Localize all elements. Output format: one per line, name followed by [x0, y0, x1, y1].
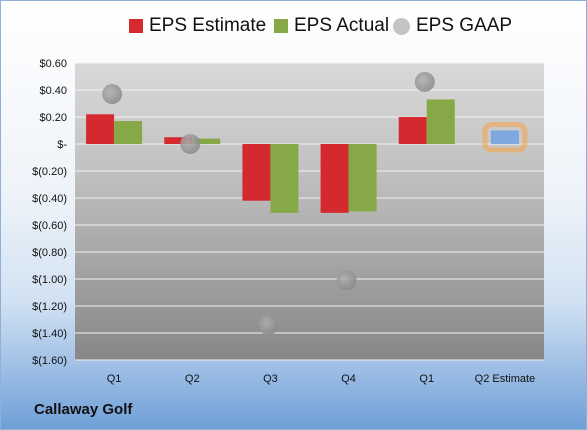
legend-label-eps-gaap: EPS GAAP	[416, 15, 513, 36]
y-tick-label: $0.40	[39, 85, 67, 97]
bar-eps-actual	[270, 144, 299, 213]
legend-swatch-eps-gaap	[393, 17, 410, 35]
x-tick-label: Q1	[107, 373, 122, 385]
bar-eps-estimate	[242, 144, 271, 201]
bar-eps-actual	[114, 121, 143, 144]
point-eps-gaap	[336, 270, 357, 291]
y-tick-label: $(0.40)	[32, 193, 67, 205]
y-tick-label: $0.60	[39, 58, 67, 70]
bar-eps-actual	[348, 144, 377, 212]
y-tick-label: $-	[57, 139, 67, 151]
x-tick-label: Q2 Estimate	[475, 373, 536, 385]
legend-label-eps-estimate: EPS Estimate	[149, 15, 267, 36]
point-eps-gaap	[258, 314, 279, 335]
legend-item-eps-gaap: EPS GAAP	[393, 15, 512, 37]
company-name: Callaway Golf	[34, 401, 133, 418]
bar-eps-actual	[192, 138, 221, 144]
y-tick-label: $(0.80)	[32, 247, 67, 259]
chart-legend: EPS Estimate EPS Actual EPS GAAP	[1, 15, 586, 45]
y-tick-label: $(1.00)	[32, 274, 67, 286]
y-tick-label: $(1.40)	[32, 328, 67, 340]
point-eps-gaap	[414, 71, 435, 92]
y-tick-label: $(0.60)	[32, 220, 67, 232]
y-tick-label: $(1.20)	[32, 301, 67, 313]
legend-label-eps-actual: EPS Actual	[294, 15, 390, 36]
bar-estimate-highlight	[482, 122, 528, 153]
x-tick-label: Q1	[419, 373, 434, 385]
point-eps-gaap	[102, 84, 123, 105]
point-eps-gaap	[180, 134, 201, 154]
x-tick-label: Q3	[263, 373, 278, 385]
bar-eps-estimate	[320, 144, 349, 213]
x-tick-label: Q4	[341, 373, 356, 385]
y-tick-label: $(0.20)	[32, 166, 67, 178]
bar-eps-actual	[426, 99, 455, 144]
legend-item-eps-actual: EPS Actual	[274, 15, 389, 37]
bar-eps-estimate	[398, 117, 427, 144]
bar-eps-estimate	[164, 137, 193, 144]
y-tick-label: $(1.60)	[32, 355, 67, 367]
plot-area	[75, 63, 544, 360]
legend-item-eps-estimate: EPS Estimate	[129, 15, 266, 37]
legend-swatch-eps-estimate	[129, 19, 143, 33]
bar-eps-estimate	[86, 114, 115, 144]
bar-next-quarter-estimate	[490, 130, 519, 144]
x-tick-label: Q2	[185, 373, 200, 385]
legend-swatch-eps-actual	[274, 19, 288, 33]
y-tick-label: $0.20	[39, 112, 67, 124]
